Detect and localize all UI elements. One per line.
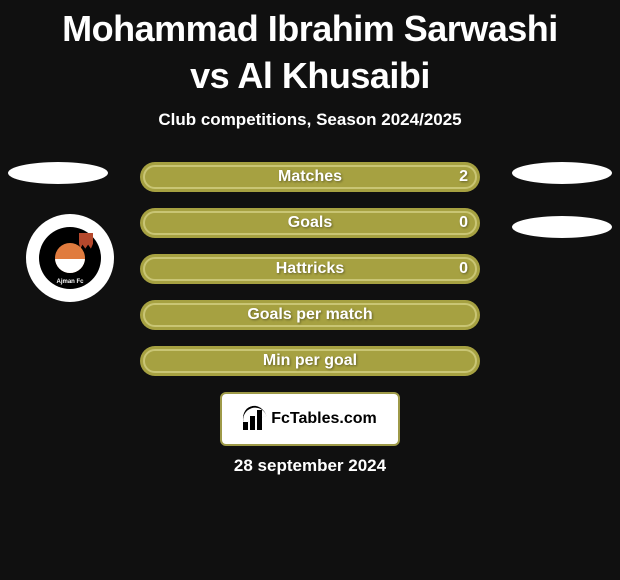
player2-extra-pill [512, 216, 612, 238]
stat-row-goals: Goals 0 [140, 208, 480, 238]
page-subtitle: Club competitions, Season 2024/2025 [0, 110, 620, 130]
stat-label: Goals [140, 214, 480, 232]
fctables-chart-icon [243, 408, 265, 430]
stat-label: Goals per match [140, 306, 480, 324]
page-title: Mohammad Ibrahim Sarwashi vs Al Khusaibi [0, 0, 620, 110]
logo-text: Ajman Fc [56, 279, 83, 285]
player1-name-pill [8, 162, 108, 184]
stat-value-left: 0 [459, 260, 468, 278]
stat-row-min-per-goal: Min per goal [140, 346, 480, 376]
fctables-text: FcTables.com [271, 410, 377, 428]
stat-row-hattricks: Hattricks 0 [140, 254, 480, 284]
player2-name-pill [512, 162, 612, 184]
stat-label: Min per goal [140, 352, 480, 370]
stat-row-matches: Matches 2 [140, 162, 480, 192]
stat-row-goals-per-match: Goals per match [140, 300, 480, 330]
logo-ball-icon [55, 243, 85, 273]
player1-club-logo: Ajman Fc [26, 214, 114, 302]
stat-value-left: 0 [459, 214, 468, 232]
page-root: Mohammad Ibrahim Sarwashi vs Al Khusaibi… [0, 0, 620, 580]
stat-value-left: 2 [459, 168, 468, 186]
stat-label: Matches [140, 168, 480, 186]
logo-flag-icon [79, 233, 93, 249]
stat-label: Hattricks [140, 260, 480, 278]
content-area: Ajman Fc Matches 2 Goals 0 Hattricks 0 G… [0, 162, 620, 476]
date-text: 28 september 2024 [0, 456, 620, 476]
stats-bars: Matches 2 Goals 0 Hattricks 0 Goals per … [140, 162, 480, 376]
fctables-badge[interactable]: FcTables.com [220, 392, 400, 446]
ajman-club-logo: Ajman Fc [39, 227, 101, 289]
